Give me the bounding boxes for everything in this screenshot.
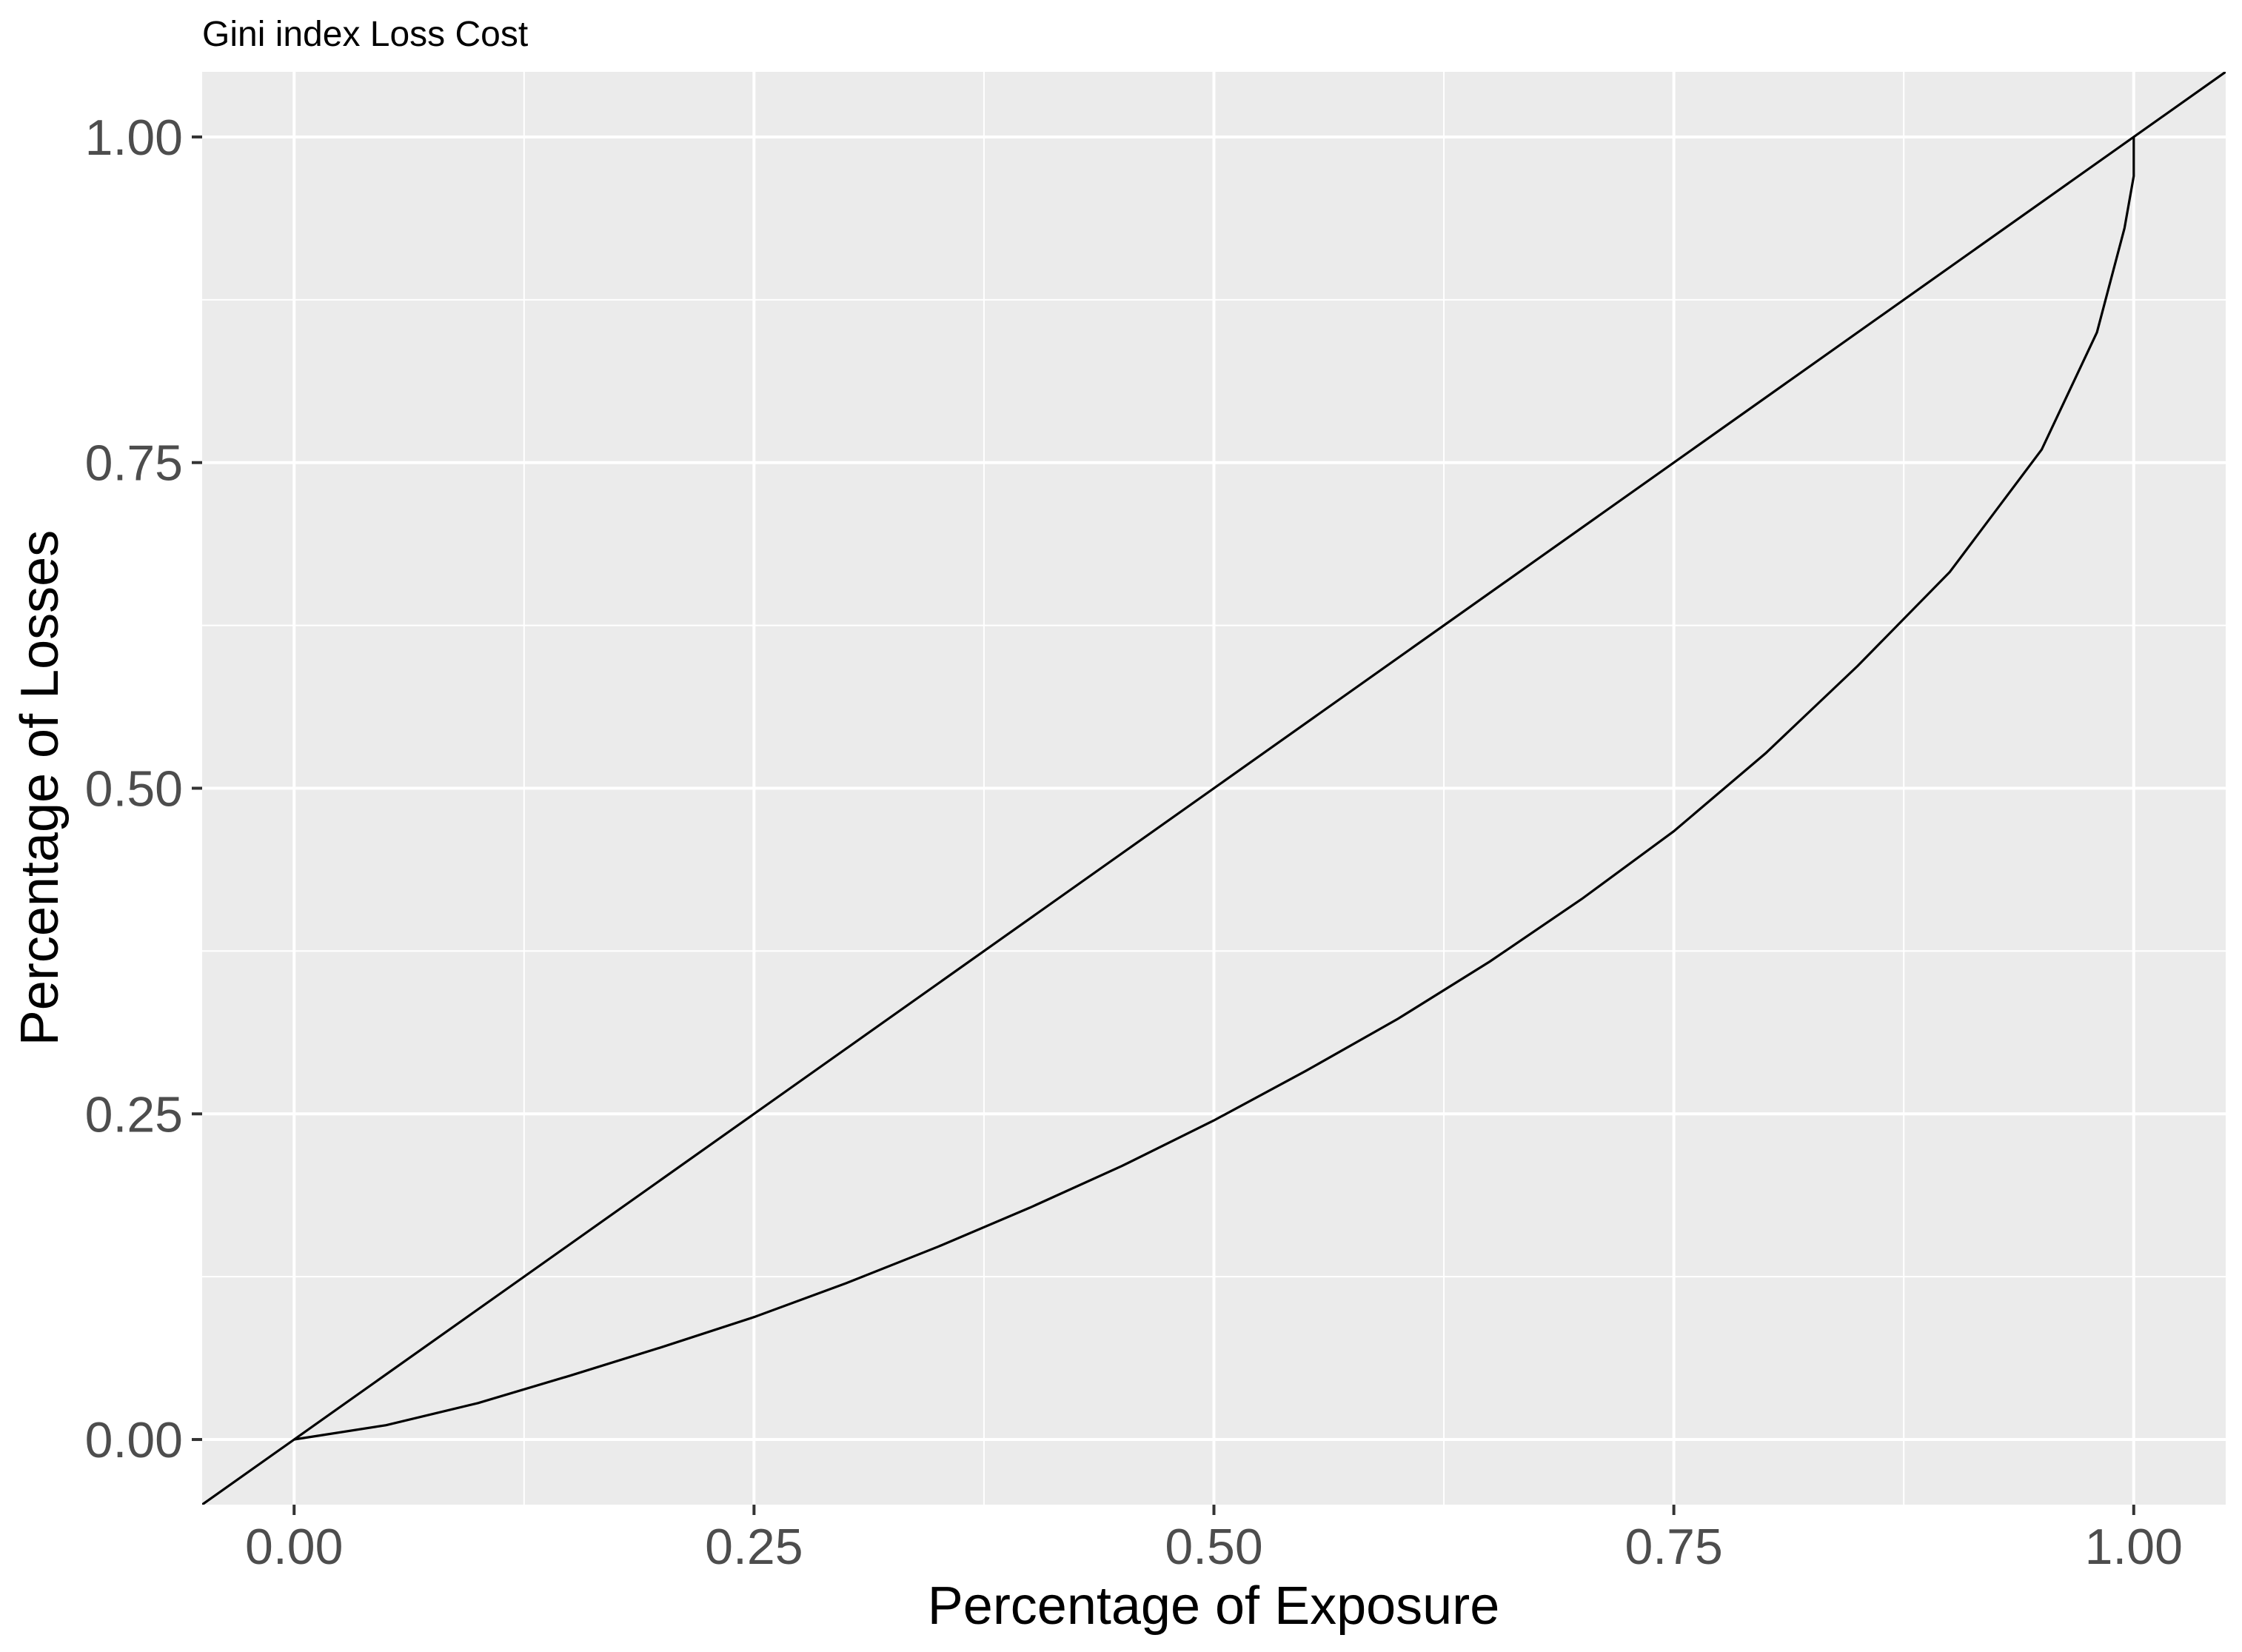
equality-line (202, 72, 2226, 1505)
x-axis-title: Percentage of Exposure (928, 1576, 1500, 1636)
lorenz-curve (293, 137, 2135, 1441)
x-tick-label: 1.00 (2085, 1519, 2183, 1575)
y-axis: 0.00 0.25 0.50 0.75 1.00 (85, 110, 202, 1468)
x-tick-label: 0.75 (1624, 1519, 1722, 1575)
y-axis-title: Percentage of Losses (10, 530, 70, 1046)
x-tick-label: 0.00 (245, 1519, 343, 1575)
y-tick-label: 1.00 (85, 110, 183, 166)
y-tick-label: 0.75 (85, 435, 183, 492)
y-tick-label: 0.00 (85, 1412, 183, 1468)
x-tick-label: 0.50 (1165, 1519, 1262, 1575)
x-tick-label: 0.25 (705, 1519, 803, 1575)
x-axis: 0.00 0.25 0.50 0.75 1.00 (245, 1505, 2183, 1575)
chart-title: Gini index Loss Cost (202, 15, 528, 54)
y-tick-label: 0.25 (85, 1086, 183, 1143)
data-series (202, 72, 2226, 1505)
y-tick-label: 0.50 (85, 761, 183, 817)
